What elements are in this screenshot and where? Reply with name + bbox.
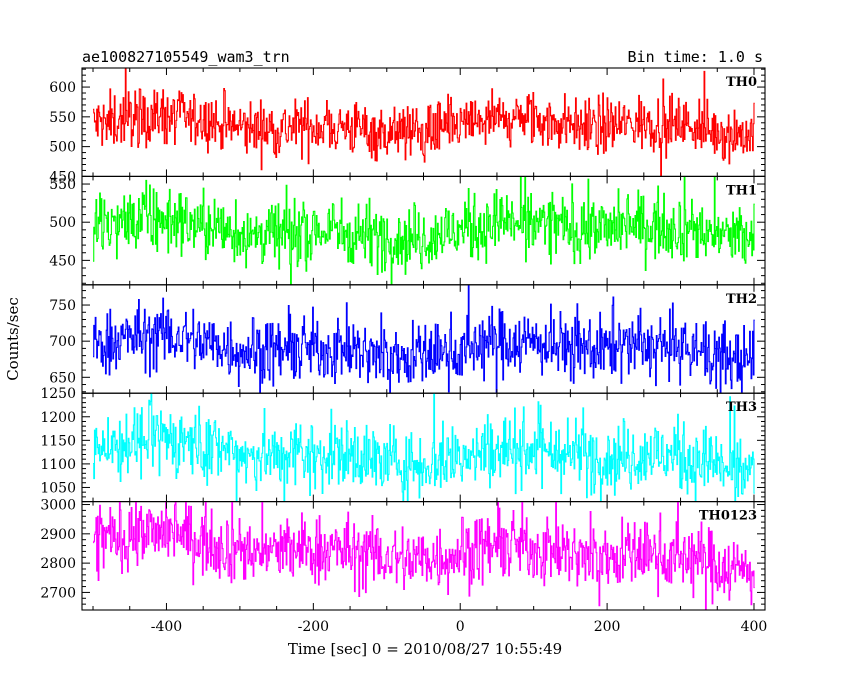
series-th0 <box>93 68 755 177</box>
series-th1 <box>93 176 755 285</box>
y-tick-label: 1100 <box>40 457 76 473</box>
y-tick-label: 700 <box>49 334 76 350</box>
y-tick-label: 500 <box>49 215 76 231</box>
y-tick-label: 1250 <box>40 386 76 402</box>
y-tick-label: 450 <box>49 169 76 185</box>
panel-th1: 450 500 550 TH1 <box>49 175 766 286</box>
chart-title: ae100827105549_wam3_trn <box>82 48 290 66</box>
y-tick-label: 450 <box>49 253 76 269</box>
series-th0123 <box>93 501 755 611</box>
x-tick-label: 400 <box>741 619 768 635</box>
panel-th0123: 2700 2800 2900 3000 TH0123 <box>40 498 766 611</box>
panel-label-th1: TH1 <box>726 183 757 198</box>
panel-th2: 650 700 750 TH2 <box>49 284 766 394</box>
y-tick-label: 1200 <box>40 410 76 426</box>
y-tick-label: 500 <box>49 140 76 156</box>
y-tick-label: 550 <box>49 110 76 126</box>
panel-th3: 1050 1100 1150 1200 1250 TH3 <box>40 386 766 503</box>
panel-label-th0: TH0 <box>726 75 757 90</box>
x-tick-label: 0 <box>456 619 465 635</box>
y-tick-label: 600 <box>49 80 76 96</box>
panel-label-th3: TH3 <box>726 400 757 415</box>
y-tick-label: 1050 <box>40 480 76 496</box>
x-axis-label: Time [sec] 0 = 2010/08/27 10:55:49 <box>288 640 562 658</box>
x-tick-label: -400 <box>151 619 182 635</box>
y-tick-label: 650 <box>49 370 76 386</box>
bin-time-label: Bin time: 1.0 s <box>628 48 763 66</box>
x-tick-label: 200 <box>594 619 621 635</box>
y-tick-label: 2900 <box>40 527 76 543</box>
panel-label-th2: TH2 <box>726 292 757 307</box>
y-tick-label: 2800 <box>40 556 76 572</box>
series-th3 <box>93 393 755 502</box>
x-tick-label: -200 <box>298 619 329 635</box>
panels-group: 450 500 550 600 TH0 450 500 550 TH1 650 700 750 TH2 1… <box>40 67 766 611</box>
panel-th0: 450 500 550 600 TH0 <box>49 67 766 185</box>
y-tick-label: 3000 <box>40 498 76 514</box>
series-th2 <box>93 284 755 394</box>
y-tick-label: 2700 <box>40 585 76 601</box>
y-tick-label: 550 <box>49 177 76 193</box>
y-tick-label: 1150 <box>40 433 76 449</box>
y-axis-label: Counts/sec <box>4 297 22 381</box>
x-axis: -400 -200 0 200 400 <box>151 619 768 635</box>
y-tick-label: 750 <box>49 298 76 314</box>
panel-label-th0123: TH0123 <box>699 509 757 524</box>
